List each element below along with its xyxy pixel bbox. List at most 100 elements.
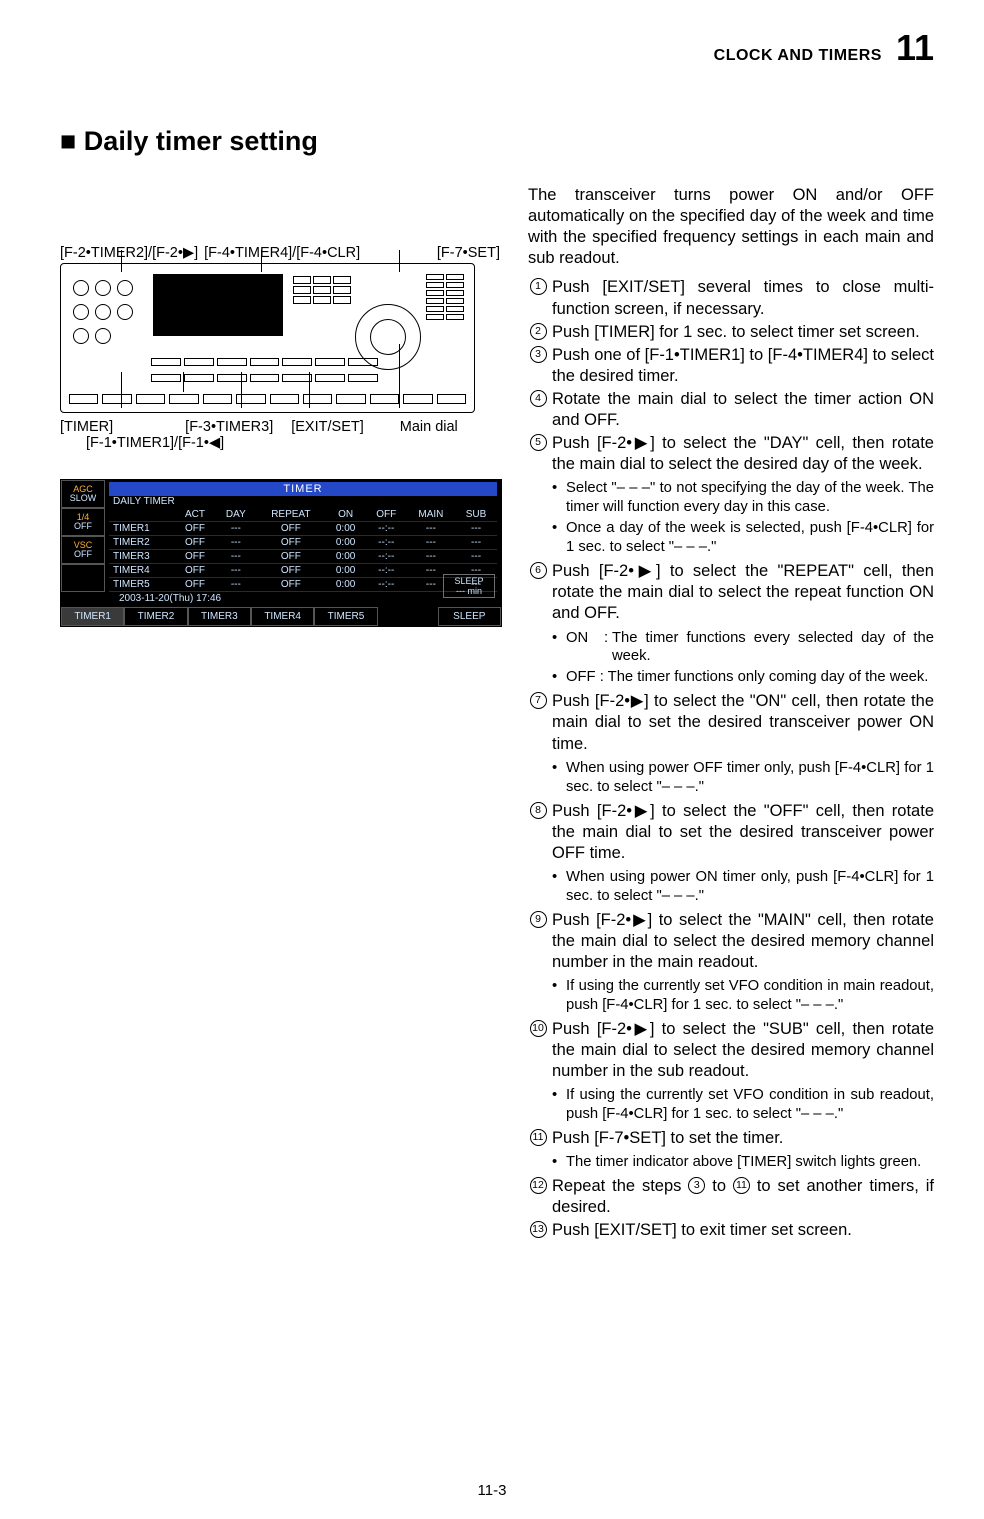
lcd-icon [153,274,283,336]
diagram-bottom-labels-2: [F-1•TIMER1]/[F-1•◀] [60,435,500,451]
table-cell: TIMER4 [109,564,174,578]
step-11-sub: The timer indicator above [TIMER] switch… [566,1153,921,1172]
col-act: ACT [174,508,215,522]
blank-button [61,564,105,592]
table-cell: 0:00 [325,522,365,536]
right-column: The transceiver turns power ON and/or OF… [528,185,934,1244]
table-cell: OFF [256,522,325,536]
step-10-sub: If using the currently set VFO condition… [566,1086,934,1124]
knob-icon [95,304,111,320]
knob-icon [73,280,89,296]
fkey-button[interactable]: SLEEP [438,607,501,626]
step-num-icon: 5 [530,434,547,451]
col-main: MAIN [407,508,455,522]
table-row[interactable]: TIMER1OFF---OFF0:00--:-------- [109,522,497,536]
table-cell: --- [215,522,256,536]
table-cell: --:-- [366,550,407,564]
button-grid-icon [293,276,351,304]
vsc-value: OFF [74,550,92,559]
table-row[interactable]: TIMER4OFF---OFF0:00--:-------- [109,564,497,578]
timer-panel: TIMER DAILY TIMER ACT DAY REPEAT ON [105,480,501,607]
transceiver-diagram [60,263,475,413]
table-cell: TIMER3 [109,550,174,564]
softkey-row-icon [151,358,378,366]
label-f4: [F-4•TIMER4]/[F-4•CLR] [204,245,360,261]
fkey-button[interactable]: TIMER4 [251,607,314,626]
table-cell: OFF [174,578,215,592]
step-9-sub: If using the currently set VFO condition… [566,977,934,1015]
left-column: [F-2•TIMER2]/[F-2•▶] [F-4•TIMER4]/[F-4•C… [60,185,500,1244]
softkey-row-icon [151,374,378,382]
table-cell: 0:00 [325,578,365,592]
sleep-box: SLEEP --- min [443,574,495,598]
step-6: Push [F-2•▶] to select the "REPEAT" cell… [552,561,934,624]
label-f1: [F-1•TIMER1]/[F-1•◀] [86,435,224,451]
table-cell: OFF [174,522,215,536]
table-header: ACT DAY REPEAT ON OFF MAIN SUB [109,508,497,522]
fkey-button[interactable]: TIMER1 [61,607,124,626]
agc-value: SLOW [70,494,97,503]
step-6-on-r: The timer functions every selected day o… [612,629,934,667]
table-cell: OFF [174,536,215,550]
table-cell: TIMER5 [109,578,174,592]
fkey-button[interactable]: TIMER5 [314,607,377,626]
step-5: Push [F-2•▶] to select the "DAY" cell, t… [552,433,934,475]
page-header: CLOCK AND TIMERS 11 [60,30,934,66]
quarter-button[interactable]: 1/4 OFF [61,508,105,536]
table-cell: --:-- [366,522,407,536]
table-cell: --- [407,536,455,550]
step-num-icon: 7 [530,692,547,709]
step-13: Push [EXIT/SET] to exit timer set screen… [552,1220,934,1241]
label-main-dial: Main dial [400,419,458,435]
knob-icon [95,328,111,344]
agc-button[interactable]: AGC SLOW [61,480,105,508]
col-day: DAY [215,508,256,522]
step-num-icon: 10 [530,1020,547,1037]
ref-step3-icon: 3 [688,1177,705,1194]
table-cell: TIMER1 [109,522,174,536]
step-12: Repeat the steps 3 to 11 to set another … [552,1176,934,1218]
quarter-value: OFF [74,522,92,531]
fkey-button[interactable]: TIMER2 [124,607,187,626]
header-label: CLOCK AND TIMERS [714,47,882,65]
timer-screen: AGC SLOW 1/4 OFF VSC OFF [60,479,502,627]
step-num-icon: 1 [530,278,547,295]
step-5-sub2: Once a day of the week is selected, push… [566,519,934,557]
table-cell: OFF [256,550,325,564]
table-cell: 0:00 [325,564,365,578]
step-8-sub: When using power ON timer only, push [F-… [566,868,934,906]
chapter-number: 11 [896,30,934,66]
ref-step11-icon: 11 [733,1177,750,1194]
table-row[interactable]: TIMER2OFF---OFF0:00--:-------- [109,536,497,550]
table-cell: --- [215,536,256,550]
label-f2: [F-2•TIMER2]/[F-2•▶] [60,245,198,261]
bottom-row-icon [69,394,466,404]
table-cell: --- [215,564,256,578]
vsc-button[interactable]: VSC OFF [61,536,105,564]
step-10: Push [F-2•▶] to select the "SUB" cell, t… [552,1019,934,1082]
step-6-off: OFF : The timer functions only coming da… [566,668,928,687]
table-cell: OFF [174,564,215,578]
diagram-top-labels: [F-2•TIMER2]/[F-2•▶] [F-4•TIMER4]/[F-4•C… [60,245,500,261]
fkey-button[interactable]: TIMER3 [188,607,251,626]
intro-paragraph: The transceiver turns power ON and/or OF… [528,185,934,269]
table-cell: OFF [256,536,325,550]
diagram-bottom-labels: [TIMER] [F-3•TIMER3] [EXIT/SET] Main dia… [60,419,500,435]
table-cell: 0:00 [325,550,365,564]
table-cell: --- [407,522,455,536]
step-num-icon: 12 [530,1177,547,1194]
step-7-sub: When using power OFF timer only, push [F… [566,759,934,797]
table-row[interactable]: TIMER5OFF---OFF0:00--:-------- [109,578,497,592]
step-6-on-l: ON [566,629,604,667]
col-on: ON [325,508,365,522]
step-num-icon: 8 [530,802,547,819]
step-3: Push one of [F-1•TIMER1] to [F-4•TIMER4]… [552,345,934,387]
knob-icon [117,280,133,296]
table-cell: --- [455,550,497,564]
col-off: OFF [366,508,407,522]
table-row[interactable]: TIMER3OFF---OFF0:00--:-------- [109,550,497,564]
step-12-b: to [705,1177,733,1195]
step-num-icon: 6 [530,562,547,579]
label-exit: [EXIT/SET] [291,419,364,435]
table-cell: TIMER2 [109,536,174,550]
